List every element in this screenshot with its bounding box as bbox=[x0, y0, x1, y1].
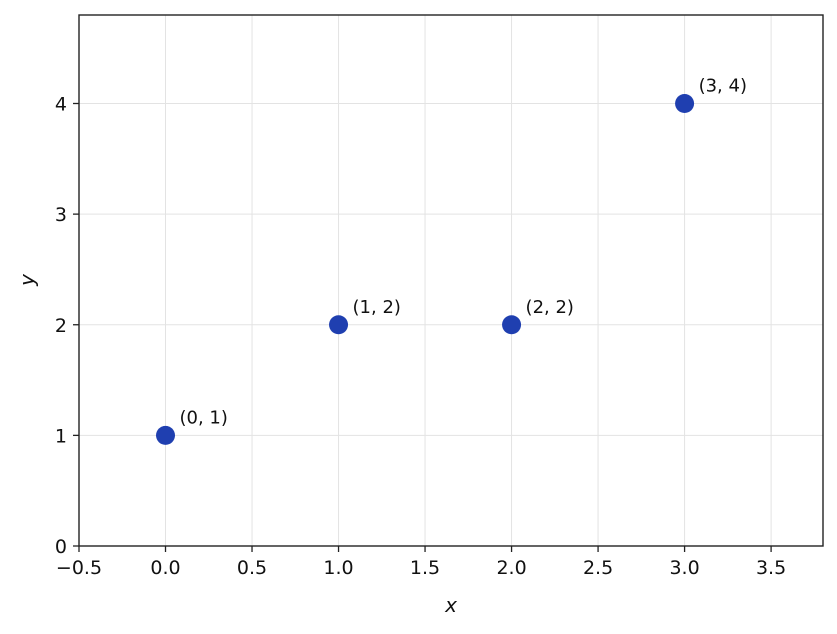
y-axis-label: y bbox=[15, 273, 39, 287]
data-point bbox=[329, 315, 349, 335]
data-point-label: (2, 2) bbox=[526, 297, 574, 318]
x-tick-label: 2.5 bbox=[583, 557, 613, 579]
y-tick-label: 4 bbox=[55, 94, 67, 116]
data-point-label: (0, 1) bbox=[180, 407, 228, 428]
x-tick-label: 3.5 bbox=[756, 557, 786, 579]
y-axis-ticks: 0 1 2 3 4 bbox=[55, 94, 79, 558]
plot-frame bbox=[78, 14, 824, 547]
x-tick-label: 0.0 bbox=[150, 557, 180, 579]
y-tick-label: 0 bbox=[55, 536, 67, 558]
data-point bbox=[502, 315, 522, 335]
x-tick-label: −0.5 bbox=[56, 557, 102, 579]
x-tick-label: 1.5 bbox=[410, 557, 440, 579]
x-tick-label: 1.0 bbox=[323, 557, 353, 579]
x-tick-label: 3.0 bbox=[669, 557, 699, 579]
data-points bbox=[156, 94, 695, 445]
x-tick-label: 2.0 bbox=[496, 557, 526, 579]
data-point-label: (1, 2) bbox=[353, 297, 401, 318]
y-tick-label: 1 bbox=[55, 425, 67, 447]
data-point-label: (3, 4) bbox=[699, 76, 747, 97]
y-tick-label: 3 bbox=[55, 204, 67, 226]
y-tick-label: 2 bbox=[55, 315, 67, 337]
x-axis-label: x bbox=[444, 593, 457, 617]
x-tick-label: 0.5 bbox=[237, 557, 267, 579]
data-point bbox=[675, 94, 695, 113]
x-axis-ticks: −0.5 0.0 0.5 1.0 1.5 2.0 2.5 3.0 3.5 bbox=[56, 546, 786, 579]
data-point bbox=[156, 425, 176, 445]
data-labels: (0, 1) (1, 2) (2, 2) (3, 4) bbox=[180, 76, 747, 429]
